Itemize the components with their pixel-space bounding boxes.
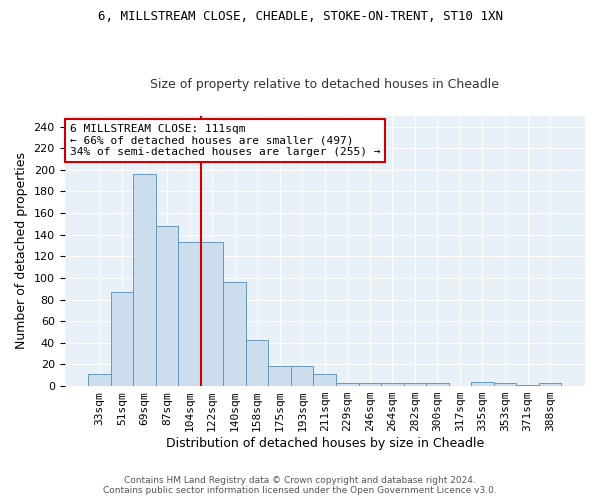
Bar <box>133 174 156 386</box>
Bar <box>268 366 291 386</box>
Bar <box>359 383 381 386</box>
Text: 6, MILLSTREAM CLOSE, CHEADLE, STOKE-ON-TRENT, ST10 1XN: 6, MILLSTREAM CLOSE, CHEADLE, STOKE-ON-T… <box>97 10 503 23</box>
Text: 6 MILLSTREAM CLOSE: 111sqm
← 66% of detached houses are smaller (497)
34% of sem: 6 MILLSTREAM CLOSE: 111sqm ← 66% of deta… <box>70 124 380 157</box>
Bar <box>111 292 133 386</box>
Bar <box>426 383 449 386</box>
Bar <box>88 374 111 386</box>
Bar <box>494 383 516 386</box>
Bar <box>178 242 201 386</box>
Bar <box>223 282 246 386</box>
Bar <box>516 385 539 386</box>
Bar <box>539 383 562 386</box>
Bar <box>156 226 178 386</box>
Bar <box>313 374 336 386</box>
Bar <box>201 242 223 386</box>
Title: Size of property relative to detached houses in Cheadle: Size of property relative to detached ho… <box>150 78 499 91</box>
Text: Contains HM Land Registry data © Crown copyright and database right 2024.
Contai: Contains HM Land Registry data © Crown c… <box>103 476 497 495</box>
Bar <box>336 383 359 386</box>
Bar <box>471 382 494 386</box>
Y-axis label: Number of detached properties: Number of detached properties <box>15 152 28 350</box>
Bar <box>291 366 313 386</box>
Bar <box>381 383 404 386</box>
Bar <box>246 340 268 386</box>
Bar <box>404 383 426 386</box>
X-axis label: Distribution of detached houses by size in Cheadle: Distribution of detached houses by size … <box>166 437 484 450</box>
